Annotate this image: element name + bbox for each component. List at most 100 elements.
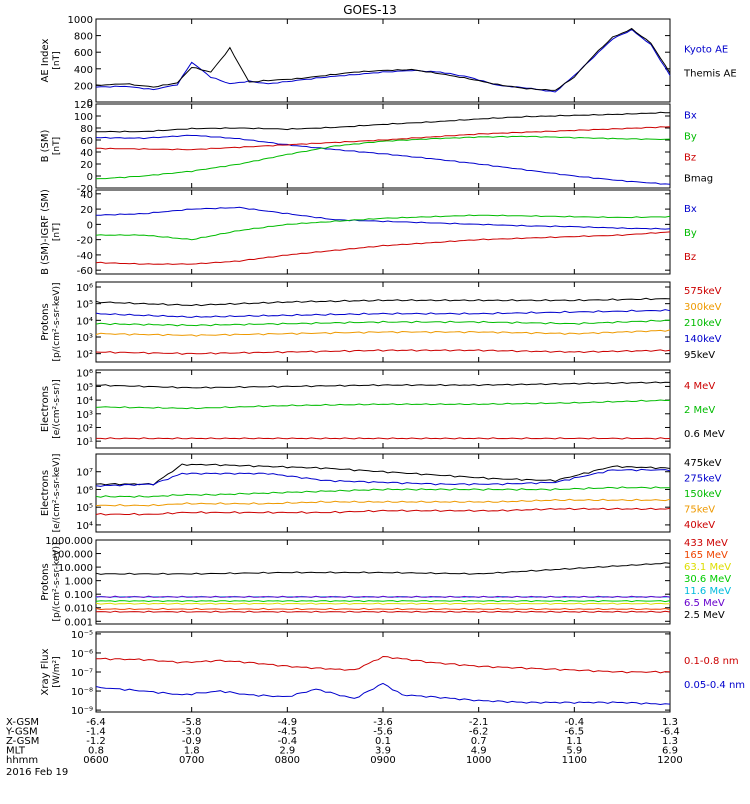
footer-row-label: X-GSM	[6, 717, 39, 728]
y-tick-label: 0	[87, 220, 93, 231]
legend-entry: 433 MeV	[684, 538, 728, 549]
series-line	[95, 562, 671, 575]
series-line	[95, 399, 671, 410]
series-line	[95, 507, 671, 516]
legend-entry: 11.6 MeV	[684, 586, 731, 597]
legend-entry: 95keV	[684, 350, 715, 361]
footer-value: 4.9	[471, 746, 487, 757]
y-tick-label: 60	[80, 136, 93, 147]
footer-value: 3.9	[375, 746, 391, 757]
y-axis-label: [p/(cm²-s-sr-keV)]	[52, 543, 62, 622]
y-tick-label: 10⁵	[76, 300, 93, 311]
legend-entry: 0.05-0.4 nm	[684, 680, 745, 691]
footer-value: 0800	[275, 755, 300, 766]
y-tick-label: 600	[74, 48, 93, 59]
footer-row-label: MLT	[6, 746, 26, 757]
footer-value: 1.1	[566, 736, 582, 747]
footer-value: 0.1	[375, 736, 391, 747]
legend-entry: 2 MeV	[684, 405, 715, 416]
series-line	[95, 135, 671, 180]
y-axis-label: [nT]	[52, 51, 62, 69]
y-axis-label: [e/(cm²-s-sr-keV)]	[52, 454, 62, 533]
y-axis-label: Electrons	[40, 386, 51, 432]
footer-value: 1000	[466, 755, 491, 766]
series-line	[95, 600, 671, 603]
y-tick-label: 100	[74, 112, 93, 123]
series-line	[96, 595, 671, 598]
series-line	[95, 682, 671, 706]
y-axis-label: Xray Flux	[40, 648, 51, 695]
series-line	[95, 468, 671, 487]
footer-value: -6.4	[86, 717, 106, 728]
y-tick-label: 0.001	[64, 617, 93, 628]
series-line	[95, 486, 670, 498]
series-line	[95, 28, 671, 93]
y-tick-label: 10⁴	[76, 521, 93, 532]
footer-value: 1200	[657, 755, 682, 766]
y-axis-label: Protons	[40, 563, 51, 600]
legend-entry: Bx	[684, 111, 697, 122]
y-axis-label: [nT]	[52, 223, 62, 241]
y-axis-label: AE Index	[40, 38, 51, 82]
y-tick-label: 20	[80, 205, 93, 216]
legend-entry: 30.6 MeV	[684, 574, 731, 585]
y-tick-label: 800	[74, 32, 93, 43]
series-line	[95, 602, 671, 605]
y-tick-label: 10⁻⁵	[71, 630, 93, 641]
footer-value: 0.7	[471, 736, 487, 747]
footer-value: -4.5	[278, 727, 298, 738]
footer-row-label: Y-GSM	[5, 727, 38, 738]
series-line	[96, 381, 671, 389]
y-tick-label: 100.000	[52, 550, 93, 561]
y-tick-label: 10¹	[76, 437, 93, 448]
y-tick-label: 200	[74, 81, 93, 92]
footer-value: 0700	[179, 755, 204, 766]
panel-3: -60 -40 -20 0 20 40 B (SM)-IGRF (SM) [nT] Bx By Bz	[40, 189, 697, 277]
legend-entry: 300keV	[684, 302, 722, 313]
legend-entry: 150keV	[684, 489, 722, 500]
y-axis-label: B (SM)-IGRF (SM)	[40, 189, 51, 275]
series-line	[95, 309, 671, 318]
footer-value: -2.1	[469, 717, 489, 728]
y-tick-label: 10²	[76, 350, 93, 361]
legend-entry: By	[684, 228, 697, 239]
footer-value: -1.4	[86, 727, 106, 738]
y-tick-label: 10⁻⁶	[71, 649, 93, 660]
panel-4: 10² 10³ 10⁴ 10⁵ 10⁶ Protons [p/(cm²-s-sr-keV)]…	[40, 281, 722, 363]
series-line	[95, 610, 671, 613]
y-tick-label: 20	[80, 160, 93, 171]
y-tick-label: 10⁵	[76, 503, 93, 514]
y-tick-label: 120	[74, 100, 93, 111]
footer-value: 5.9	[566, 746, 582, 757]
legend-entry: 165 MeV	[684, 550, 728, 561]
footer-value: -6.2	[469, 727, 489, 738]
legend-entry: 6.5 MeV	[684, 598, 725, 609]
y-axis-label: [nT]	[52, 137, 62, 155]
footer-value: 0600	[83, 755, 108, 766]
y-tick-label: 0.010	[64, 604, 93, 615]
footer-value: 0.8	[88, 746, 104, 757]
y-tick-label: 1000.000	[45, 536, 93, 547]
y-tick-label: 400	[74, 65, 93, 76]
series-line	[95, 111, 670, 133]
series-line	[95, 349, 671, 355]
legend-entry: Bz	[684, 153, 696, 164]
plot-title: GOES-13	[343, 3, 397, 17]
legend-entry: 275keV	[684, 473, 722, 484]
y-tick-label: 10⁴	[76, 396, 93, 407]
series-line	[95, 607, 671, 611]
series-line	[95, 297, 671, 307]
panel-7: 0.001 0.010 0.100 1.000 10.000 100.000 1000.00…	[40, 536, 731, 628]
y-axis-label: B (SM)	[40, 129, 51, 162]
legend-entry: 210keV	[684, 318, 722, 329]
footer-value: -0.9	[182, 736, 202, 747]
legend-entry: 2.5 MeV	[684, 610, 725, 621]
y-tick-label: 40	[80, 148, 93, 159]
footer-value: -1.2	[86, 736, 106, 747]
series-line	[95, 27, 671, 91]
series-line	[95, 655, 671, 674]
footer-value: -3.6	[373, 717, 393, 728]
footer-value: 2.9	[279, 746, 295, 757]
legend-entry: 0.6 MeV	[684, 429, 725, 440]
